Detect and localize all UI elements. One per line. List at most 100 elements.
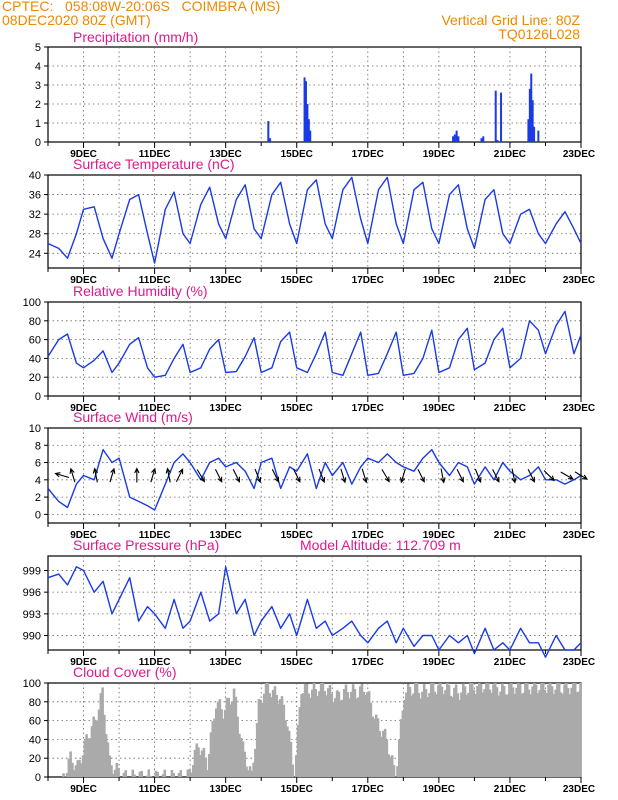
panel-5-xtick-label: 21DEC [494,657,526,668]
cloud-bar [573,683,577,777]
cloud-bar [326,688,330,777]
cloud-bar [525,683,529,777]
cloud-bar [378,731,382,777]
cloud-bar [433,691,437,777]
panel-1-xtick-label: 23DEC [563,149,595,160]
panel-6-ytick-label: 60 [29,716,41,728]
wind-arrow [543,470,555,482]
cloud-bar [255,723,259,777]
panel-2-xtick-label: 11DEC [139,275,171,286]
cloud-bar [341,699,344,777]
cloud-bar [371,716,374,777]
cloud-bar [172,773,175,777]
cloud-bar [202,747,206,777]
precip-bar [500,92,503,142]
cloud-bar [133,774,136,777]
panel-2-series-line [47,176,582,264]
cloud-bar [124,770,127,777]
panel-3-ytick-label: 40 [29,353,41,365]
cloud-bar [113,769,117,777]
cloud-bar [229,704,232,777]
cloud-bar [103,714,106,777]
panel-1-title: Precipitation (mm/h) [73,29,198,45]
cloud-bar [216,701,220,777]
panel-3-series-line [47,310,582,378]
cloud-bar [339,700,342,777]
cloud-bar [289,741,293,777]
cloud-bar [467,692,470,777]
precip-bar [457,136,460,142]
cloud-bar [302,693,305,777]
cloud-bar [351,684,355,777]
cloud-bar [78,759,81,777]
panel-6-xtick-label: 21DEC [494,784,526,795]
cloud-bar [72,770,76,777]
panel-2-xtick-label: 9DEC [70,275,97,286]
panel-6-ytick-label: 100 [23,678,41,690]
cloud-bar [316,696,319,777]
cloud-bar [209,732,213,777]
cloud-bar [383,728,387,777]
panel-6-ytick-label: 20 [29,753,41,765]
cloud-bar [413,683,417,777]
cloud-bar [211,721,215,777]
cloud-bar [177,772,181,777]
cloud-bar [234,696,238,777]
cloud-bar [154,770,158,777]
cloud-bar [451,696,454,777]
panel-2-ytick-label: 24 [29,248,41,260]
cloud-bar [358,686,362,777]
cloud-bar [419,698,422,777]
cloud-bar [385,739,389,777]
cloud-bar [556,683,559,777]
panel-1-xtick-label: 15DEC [281,149,313,160]
panel-1-ytick-label: 0 [35,137,41,149]
cloud-bar [81,755,85,777]
wind-arrow [399,468,406,484]
cloud-bar [497,695,501,777]
panel-3-xtick-label: 13DEC [210,403,242,414]
cloud-bar [449,695,453,777]
cloud-bar [415,683,419,777]
cloud-bar [76,760,80,777]
panel-4-ytick-label: 10 [29,423,41,435]
cloud-bar [460,692,463,777]
panel-3-xtick-label: 21DEC [494,403,526,414]
cloud-bar [323,691,326,777]
cloud-bar [524,683,527,777]
cloud-bar [213,718,216,777]
panel-3-xtick-label: 17DEC [352,403,384,414]
cloud-bar [284,720,287,777]
cloud-bar [199,755,202,777]
cloud-bar [83,740,87,777]
cloud-bar [264,683,268,777]
cloud-bar [250,770,254,777]
cloud-bar [509,683,513,777]
cloud-bar [575,692,579,777]
cloud-bar [200,750,204,777]
cloud-bar [191,765,195,777]
cloud-bar [511,687,515,777]
cloud-bar [245,766,248,777]
panel-5-ytick-label: 996 [23,587,41,599]
panel-3-ytick-label: 100 [23,297,41,309]
panel-1-xtick-label: 21DEC [494,149,526,160]
cloud-bar [543,689,547,777]
cloud-bar [428,693,431,777]
cloud-bar [453,687,456,777]
wind-arrow [271,468,280,483]
cloud-bar [396,766,399,777]
cloud-bar [389,756,392,777]
cloud-bar [259,699,263,777]
cloud-bar [88,738,92,777]
panel-4-xtick-label: 21DEC [494,530,526,541]
cloud-bar [534,684,538,777]
wind-arrow [109,467,116,483]
cloud-bar [232,688,236,777]
cloud-bar [380,736,383,777]
cloud-bar [374,714,378,777]
wind-arrow [560,471,574,480]
cloud-bar [373,718,376,777]
panel-2-frame [47,174,582,269]
